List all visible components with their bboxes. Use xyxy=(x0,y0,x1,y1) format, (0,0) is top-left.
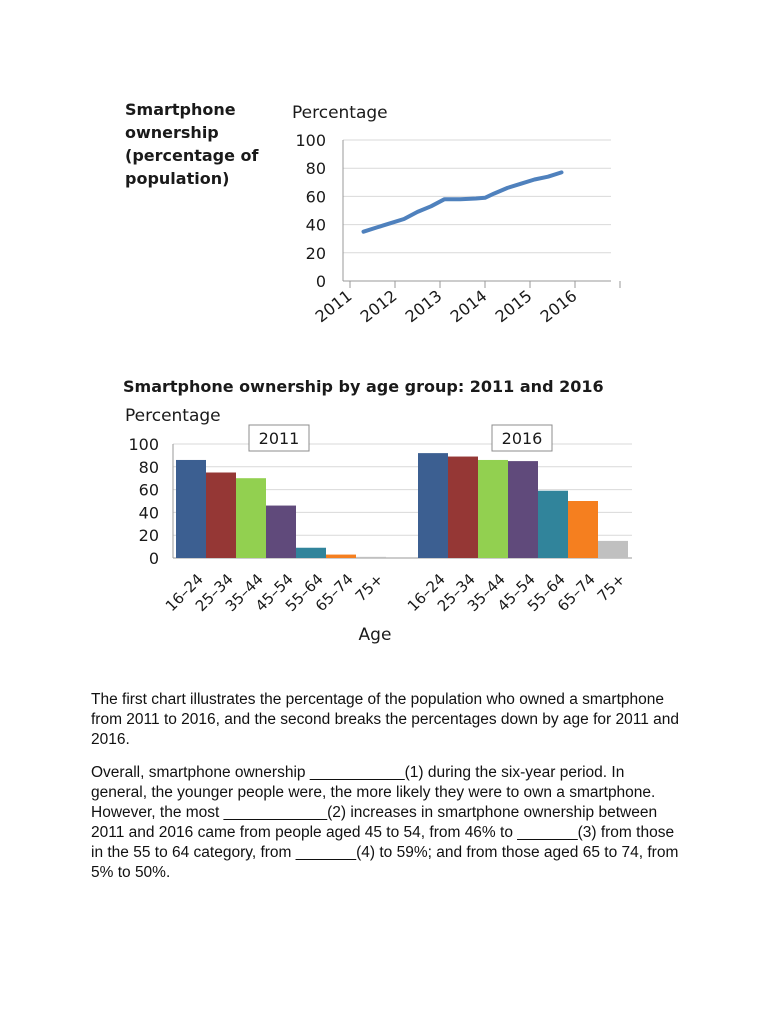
series-line xyxy=(361,170,564,234)
text-block: The first chart illustrates the percenta… xyxy=(91,690,681,896)
bar-chart-title: Smartphone ownership by age group: 2011 … xyxy=(123,377,604,396)
y-tick-label: 60 xyxy=(306,187,326,206)
bar xyxy=(568,501,598,558)
bar xyxy=(266,505,296,558)
group-legend-box xyxy=(491,424,553,452)
x-tick-label: 75+ xyxy=(594,570,629,605)
line-chart-ylabel: Percentage xyxy=(292,103,388,123)
y-tick-label: 60 xyxy=(139,481,159,500)
line-chart-title: Smartphone ownership (percentage of popu… xyxy=(125,100,259,188)
bar xyxy=(538,490,568,558)
paragraph-intro: The first chart illustrates the percenta… xyxy=(91,691,679,748)
y-tick-label: 20 xyxy=(139,526,159,545)
y-tick-label: 80 xyxy=(306,159,326,178)
y-tick-label: 80 xyxy=(139,458,159,477)
bar xyxy=(508,461,538,558)
y-tick-label: 100 xyxy=(128,435,159,454)
x-tick-label: 75+ xyxy=(352,570,387,605)
y-tick-label: 0 xyxy=(316,272,326,291)
bar xyxy=(296,547,326,558)
bar-chart-xlabel: Age xyxy=(359,625,392,645)
y-tick-label: 40 xyxy=(139,503,159,522)
bar-chart-ylabel: Percentage xyxy=(125,406,221,426)
bar xyxy=(448,456,478,558)
y-tick-label: 40 xyxy=(306,216,326,235)
bar xyxy=(176,459,206,558)
y-tick-label: 100 xyxy=(295,131,326,150)
bar xyxy=(326,554,356,558)
bar xyxy=(418,453,448,558)
paragraph-overview: Overall, smartphone ownership __________… xyxy=(91,764,679,881)
bar xyxy=(236,478,266,558)
y-tick-label: 20 xyxy=(306,244,326,263)
bar xyxy=(356,556,386,558)
bar xyxy=(206,472,236,558)
bar xyxy=(478,459,508,558)
group-legend-label: 2011 xyxy=(259,429,300,448)
bar xyxy=(598,540,628,558)
y-tick-label: 0 xyxy=(149,549,159,568)
group-legend-label: 2016 xyxy=(502,429,543,448)
group-legend-box xyxy=(248,424,310,452)
